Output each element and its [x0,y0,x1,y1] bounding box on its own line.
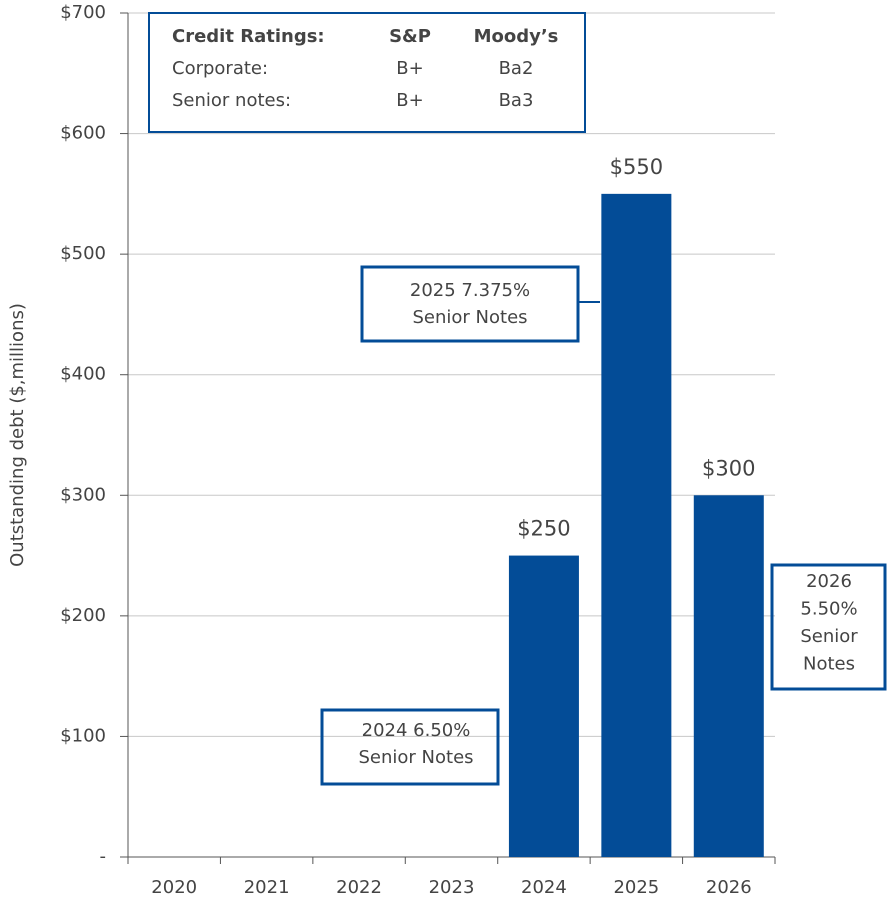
value-label: $550 [610,155,663,179]
y-tick-label: - [100,846,107,867]
callout-text: 2024 6.50% [362,720,471,741]
callout-text: Notes [803,654,855,675]
callout-box [320,708,500,786]
ratings-cell: B+ [396,58,423,79]
bar [601,193,672,857]
y-tick-label: $500 [60,243,106,264]
x-tick-label: 2023 [429,877,475,898]
x-tick-label: 2020 [151,877,197,898]
ratings-cell: B+ [396,90,423,111]
callout-text: 5.50% [800,599,857,620]
bar [693,495,764,857]
callout-box [770,563,887,691]
bar [508,555,579,857]
ratings-box [148,12,586,133]
ratings-header: Credit Ratings: [172,26,325,47]
callout-text: 2026 [806,571,852,592]
x-tick-label: 2022 [336,877,382,898]
callout-box [360,265,580,343]
callout-text: Senior Notes [358,747,473,768]
ratings-cell: Ba3 [499,90,534,111]
callout-text: 2025 7.375% [410,280,530,301]
ratings-header: S&P [389,26,431,47]
x-tick-label: 2021 [244,877,290,898]
value-label: $250 [517,517,570,541]
y-tick-label: $700 [60,2,106,23]
callout-text: Senior [800,626,858,647]
y-tick-label: $600 [60,123,106,144]
y-tick-label: $100 [60,725,106,746]
x-tick-label: 2025 [613,877,659,898]
y-tick-label: $400 [60,364,106,385]
ratings-header: Moody’s [474,26,559,47]
callout-text: Senior Notes [412,307,527,328]
y-tick-label: $200 [60,605,106,626]
y-axis-label: Outstanding debt ($,millions) [7,303,28,567]
ratings-cell: Corporate: [172,58,268,79]
value-label: $300 [702,456,755,480]
x-tick-label: 2026 [706,877,752,898]
ratings-cell: Ba2 [499,58,534,79]
x-tick-label: 2024 [521,877,567,898]
ratings-cell: Senior notes: [172,90,291,111]
y-tick-label: $300 [60,484,106,505]
